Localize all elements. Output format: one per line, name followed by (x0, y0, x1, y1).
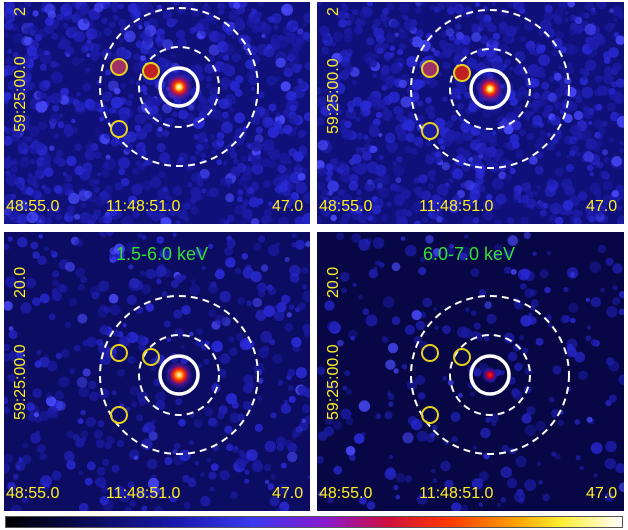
dec-axis-label-top: 20.0 (325, 266, 342, 298)
annulus-outer-circle (99, 295, 259, 455)
ra-axis-label-mid: 11:48:51.0 (106, 198, 181, 215)
excluded-source-circle-1 (110, 58, 128, 76)
image-panel-4: 59:25:00.0 20.0 48:55.0 11:48:51.0 47.0 6.0-7… (315, 230, 626, 513)
ra-axis-label-right: 47.0 (586, 485, 618, 502)
ra-axis-label-left: 48:55.0 (6, 485, 60, 502)
colorbar (5, 516, 623, 528)
source-emission (165, 73, 193, 101)
dec-axis-label-top: 2 (325, 7, 342, 16)
annulus-outer-circle (99, 7, 259, 167)
xray-image (4, 2, 310, 224)
source-region-circle (469, 68, 511, 110)
image-panel-3: 59:25:00.0 20.0 48:55.0 11:48:51.0 47.0 1.5-6… (2, 230, 312, 513)
excluded-source-circle-3 (110, 406, 128, 424)
ra-axis-label-right: 47.0 (272, 198, 304, 215)
image-panel-2: 59:25:00.0 2 48:55.0 11:48:51.0 47.0 (315, 0, 626, 226)
xray-image (317, 232, 624, 511)
excluded-source-circle-3 (421, 122, 439, 140)
source-emission (482, 367, 498, 383)
dec-axis-label-top: 20.0 (12, 266, 29, 298)
annulus-outer-circle (410, 295, 570, 455)
excluded-source-circle-2 (142, 348, 160, 366)
ra-axis-label-mid: 11:48:51.0 (106, 485, 181, 502)
dec-axis-label: 59:25:00.0 (12, 56, 29, 132)
dec-axis-label: 59:25:00.0 (12, 344, 29, 420)
excluded-source-circle-2 (453, 64, 471, 82)
annulus-inner-circle (449, 334, 531, 416)
excluded-source-circle-1 (421, 344, 439, 362)
source-emission (165, 361, 193, 389)
excluded-source-circle-3 (110, 120, 128, 138)
dec-axis-label-top: 2 (12, 7, 29, 16)
excluded-source-circle-2 (142, 62, 160, 80)
ra-axis-label-right: 47.0 (586, 198, 618, 215)
energy-band-title: 1.5-6.0 keV (116, 244, 209, 264)
ra-axis-label-right: 47.0 (272, 485, 304, 502)
ra-axis-label-mid: 11:48:51.0 (419, 485, 494, 502)
ra-axis-label-mid: 11:48:51.0 (419, 198, 494, 215)
source-emission (476, 75, 504, 103)
ra-axis-label-left: 48:55.0 (319, 198, 373, 215)
annulus-inner-circle (138, 46, 220, 128)
source-region-circle (158, 66, 200, 108)
annulus-inner-circle (449, 48, 531, 130)
excluded-source-circle-1 (421, 60, 439, 78)
excluded-source-circle-1 (110, 344, 128, 362)
dec-axis-label: 59:25:00.0 (325, 58, 342, 134)
energy-band-title: 6.0-7.0 keV (423, 244, 516, 264)
xray-image (317, 2, 624, 224)
annulus-outer-circle (410, 9, 570, 169)
xray-image (4, 232, 310, 511)
annulus-inner-circle (138, 334, 220, 416)
source-region-circle (158, 354, 200, 396)
ra-axis-label-left: 48:55.0 (319, 485, 373, 502)
excluded-source-circle-2 (453, 348, 471, 366)
ra-axis-label-left: 48:55.0 (6, 198, 60, 215)
source-region-circle (469, 354, 511, 396)
dec-axis-label: 59:25:00.0 (325, 344, 342, 420)
image-panel-1: 59:25:00.0 2 48:55.0 11:48:51.0 47.0 (2, 0, 312, 226)
excluded-source-circle-3 (421, 406, 439, 424)
